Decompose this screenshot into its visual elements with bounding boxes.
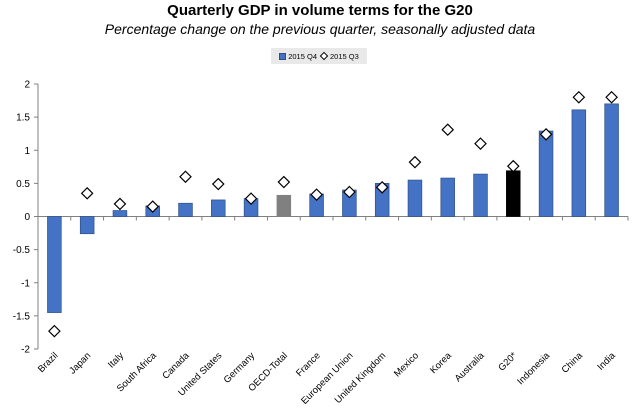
x-category-label: Indonesia xyxy=(515,350,552,387)
x-category-label: Mexico xyxy=(392,350,421,379)
y-tick-label: 0.5 xyxy=(16,179,30,190)
bar-india xyxy=(604,103,619,217)
diamond-marker-european-union xyxy=(343,185,356,199)
diamond-marker-canada xyxy=(179,170,192,184)
legend: 2015 Q4 2015 Q3 xyxy=(271,48,367,64)
y-tick-label: 0 xyxy=(24,212,30,223)
diamond-marker-japan xyxy=(80,186,94,200)
diamond-marker-india xyxy=(605,90,618,104)
y-tick-label: -1 xyxy=(21,278,30,289)
legend-label-q4: 2015 Q4 xyxy=(288,51,317,61)
diamond-marker-france xyxy=(310,188,323,201)
y-tick-label: -1.5 xyxy=(13,311,31,322)
bar-united-states xyxy=(211,199,226,217)
x-category-label: Canada xyxy=(160,350,192,382)
bar-brazil xyxy=(47,216,62,313)
legend-bar-swatch xyxy=(279,52,287,60)
bar-italy xyxy=(112,210,128,217)
diamond-marker-korea xyxy=(441,123,455,137)
legend-label-q3: 2015 Q3 xyxy=(330,51,359,61)
y-tick-label: -0.5 xyxy=(13,245,31,256)
y-tick-label: 1.5 xyxy=(16,113,30,124)
x-category-label: China xyxy=(560,350,586,376)
diamond-marker-g20- xyxy=(506,159,520,173)
bar-mexico xyxy=(407,179,423,217)
chart-title: Quarterly GDP in volume terms for the G2… xyxy=(167,2,473,19)
bar-korea xyxy=(440,177,455,217)
bar-canada xyxy=(178,202,193,217)
y-tick-label: 2 xyxy=(24,80,30,91)
diamond-marker-australia xyxy=(474,137,487,150)
bar-indonesia xyxy=(538,130,554,217)
y-tick-label: 1 xyxy=(24,146,30,157)
diamond-marker-united-kingdom xyxy=(375,181,389,194)
diamond-marker-indonesia xyxy=(539,128,553,141)
x-category-label: Brazil xyxy=(36,350,61,375)
x-category-label: G20* xyxy=(496,350,519,373)
diamond-marker-mexico xyxy=(408,155,422,169)
diamond-marker-south-africa xyxy=(146,200,160,213)
bar-japan xyxy=(79,216,95,235)
x-category-label: Italy xyxy=(106,350,126,370)
x-category-label: India xyxy=(595,350,618,373)
y-tick-label: -2 xyxy=(21,345,30,356)
chart-subtitle: Percentage change on the previous quarte… xyxy=(104,21,536,37)
legend-item-q3: 2015 Q3 xyxy=(319,51,359,61)
x-category-label: Australia xyxy=(453,350,487,384)
x-category-label: France xyxy=(294,350,323,379)
diamond-marker-brazil xyxy=(48,324,61,338)
bar-australia xyxy=(473,173,488,217)
diamond-marker-oecd-total xyxy=(277,175,291,189)
diamond-marker-china xyxy=(572,90,586,104)
diamond-marker-italy xyxy=(113,197,127,211)
bar-g20- xyxy=(506,170,521,217)
x-category-label: Korea xyxy=(428,350,454,376)
bar-oecd-total xyxy=(276,194,292,217)
diamond-marker-germany xyxy=(244,192,258,205)
diamond-marker-united-states xyxy=(211,177,225,191)
x-category-label: Japan xyxy=(67,350,93,376)
legend-item-q4: 2015 Q4 xyxy=(279,52,317,61)
bar-china xyxy=(571,109,587,217)
